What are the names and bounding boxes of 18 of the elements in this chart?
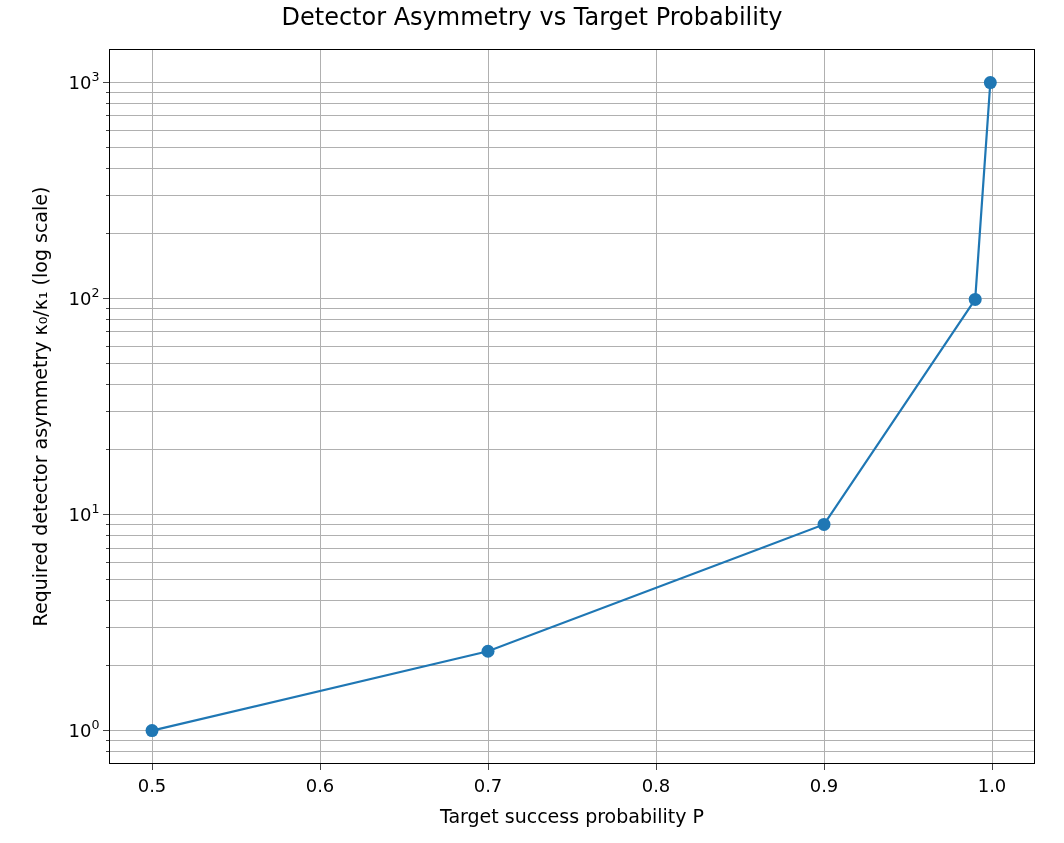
y-axis-title: Required detector asymmetry κ₀/κ₁ (log scale) — [29, 186, 52, 627]
point — [481, 644, 495, 658]
y-tick-label: 10$^{0}$ — [68, 717, 100, 741]
point — [968, 292, 982, 306]
point — [983, 76, 997, 90]
x-axis-title: Target success probability P — [438, 805, 705, 828]
x-tick-label: 0.8 — [641, 774, 671, 796]
x-tick-label: 0.9 — [809, 774, 839, 796]
point — [145, 724, 159, 738]
y-tick-label: 10$^{3}$ — [68, 69, 100, 93]
x-tick-label: 1.0 — [977, 774, 1007, 796]
x-tick-label: 0.5 — [137, 774, 167, 796]
point — [817, 517, 831, 531]
chart-title: Detector Asymmetry vs Target Probability — [281, 3, 783, 31]
y-tick-label: 10$^{1}$ — [68, 501, 100, 525]
x-tick-label: 0.6 — [305, 774, 335, 796]
y-tick-label: 10$^{2}$ — [68, 285, 100, 309]
x-tick-label: 0.7 — [473, 774, 503, 796]
